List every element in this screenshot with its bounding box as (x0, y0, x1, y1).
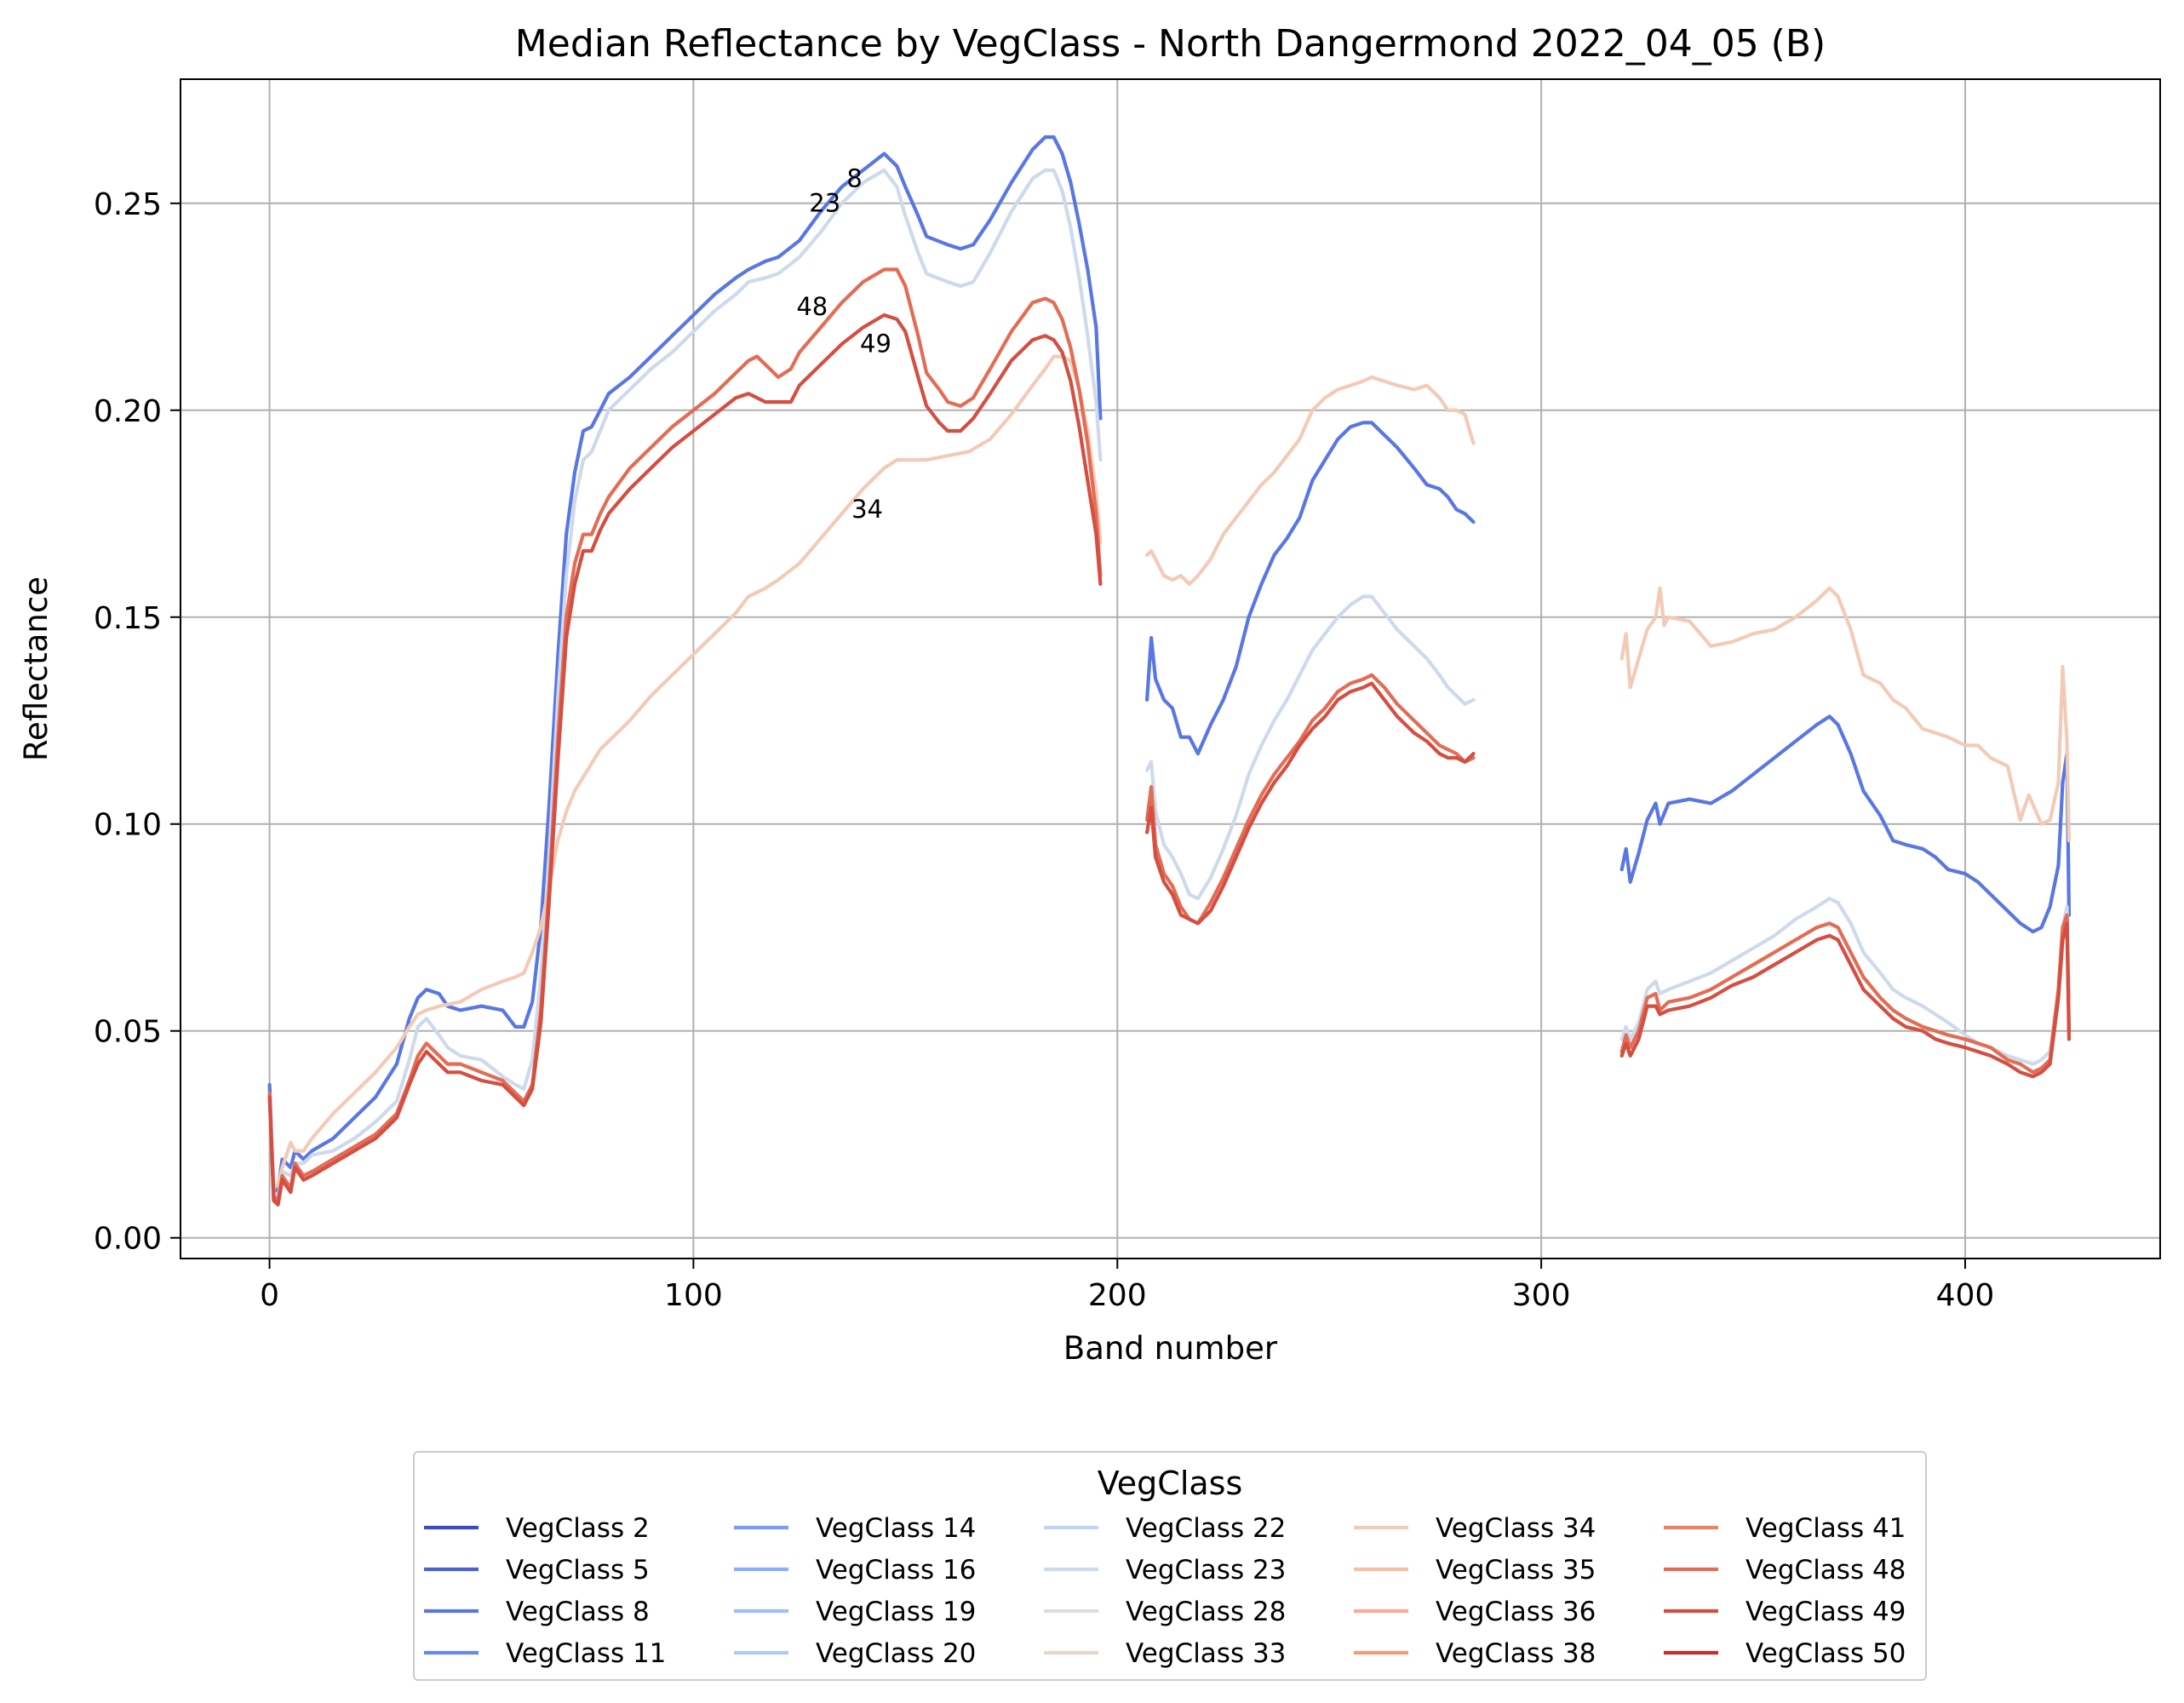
legend-item: VegClass 19 (734, 1597, 976, 1627)
x-tick-label: 0 (260, 1278, 279, 1313)
legend-frame (413, 1451, 1927, 1681)
y-tick-label: 0.05 (94, 1015, 162, 1050)
legend-label: VegClass 11 (506, 1638, 666, 1669)
legend-label: VegClass 19 (816, 1597, 976, 1627)
legend-item: VegClass 33 (1044, 1638, 1286, 1669)
series-line-segment (1145, 421, 1476, 756)
series-vegclass-34 (267, 354, 2072, 1190)
line-annotations: 238 48 49 34 (796, 163, 891, 524)
legend-label: VegClass 28 (1126, 1597, 1286, 1627)
x-axis-title: Band number (1063, 1330, 1278, 1367)
legend-item: VegClass 11 (424, 1638, 666, 1669)
legend-label: VegClass 8 (506, 1597, 650, 1627)
legend-item: VegClass 38 (1354, 1638, 1596, 1669)
legend-label: VegClass 49 (1745, 1597, 1906, 1627)
y-tick-label: 0.15 (94, 601, 162, 636)
series-line-segment (267, 354, 1103, 1190)
legend-item: VegClass 50 (1664, 1638, 1906, 1669)
legend-label: VegClass 36 (1436, 1597, 1596, 1627)
series-line-segment (267, 168, 1103, 1199)
legend-label: VegClass 14 (816, 1513, 976, 1544)
legend-label: VegClass 38 (1436, 1638, 1596, 1669)
grid (181, 79, 2160, 1259)
legend-item: VegClass 14 (734, 1513, 976, 1544)
annotation-label: 34 (851, 495, 883, 524)
legend-item: VegClass 22 (1044, 1513, 1286, 1544)
series-line-segment (267, 313, 1103, 1207)
y-axis-ticks: 0.00 0.05 0.10 0.15 0.20 0.25 (94, 187, 181, 1257)
legend-entries: VegClass 2 VegClass 5 VegClass 8 VegClass 1… (424, 1513, 1906, 1669)
legend-label: VegClass 48 (1745, 1555, 1906, 1585)
legend-label: VegClass 5 (506, 1555, 650, 1585)
legend-label: VegClass 22 (1126, 1513, 1286, 1544)
annotation-label: 48 (796, 292, 828, 321)
legend-item: VegClass 35 (1354, 1555, 1596, 1585)
series-vegclass-49 (267, 313, 2072, 1207)
legend-item: VegClass 41 (1664, 1513, 1906, 1544)
annotation-label: 8 (846, 163, 862, 192)
y-tick-label: 0.10 (94, 808, 162, 843)
series-line-segment (1145, 681, 1476, 926)
legend-item: VegClass 16 (734, 1555, 976, 1585)
legend-title: VegClass (1098, 1465, 1243, 1502)
series-line-segment (1619, 714, 2072, 934)
y-tick-label: 0.25 (94, 187, 162, 222)
legend-item: VegClass 34 (1354, 1513, 1596, 1544)
x-tick-label: 100 (664, 1278, 723, 1313)
legend-item: VegClass 36 (1354, 1597, 1596, 1627)
y-tick-label: 0.00 (94, 1222, 162, 1257)
legend-item: VegClass 5 (424, 1555, 650, 1585)
legend-label: VegClass 33 (1126, 1638, 1286, 1669)
legend-item: VegClass 28 (1044, 1597, 1286, 1627)
series-lines (267, 135, 2072, 1207)
legend-item: VegClass 48 (1664, 1555, 1906, 1585)
y-axis-title: Reflectance (18, 576, 54, 761)
series-line-segment (1145, 375, 1476, 586)
series-line-segment (1145, 594, 1476, 901)
legend-label: VegClass 2 (506, 1513, 650, 1544)
legend-item: VegClass 23 (1044, 1555, 1286, 1585)
chart-title: Median Reflectance by VegClass - North D… (515, 22, 1826, 66)
series-line-segment (267, 135, 1103, 1199)
x-axis-ticks: 0 100 200 300 400 (260, 1259, 1994, 1313)
series-line-segment (1619, 897, 2072, 1066)
x-tick-label: 300 (1512, 1278, 1571, 1313)
annotation-label: 23 (809, 189, 840, 218)
legend-label: VegClass 23 (1126, 1555, 1286, 1585)
legend-item: VegClass 20 (734, 1638, 976, 1669)
legend-item: VegClass 8 (424, 1597, 650, 1627)
x-tick-label: 200 (1088, 1278, 1147, 1313)
x-tick-label: 400 (1936, 1278, 1995, 1313)
legend-item: VegClass 49 (1664, 1597, 1906, 1627)
series-line-segment (1619, 913, 2072, 1075)
series-vegclass-8 (267, 135, 2072, 1199)
plot-area-frame (180, 78, 2161, 1259)
y-tick-label: 0.20 (94, 394, 162, 429)
series-line-segment (1619, 586, 2072, 843)
series-line-segment (1619, 921, 2072, 1079)
series-vegclass-23 (267, 168, 2072, 1199)
series-line-segment (1145, 673, 1476, 926)
legend-label: VegClass 20 (816, 1638, 976, 1669)
legend-label: VegClass 34 (1436, 1513, 1596, 1544)
legend-label: VegClass 50 (1745, 1638, 1906, 1669)
legend-label: VegClass 35 (1436, 1555, 1596, 1585)
annotation-label: 49 (860, 330, 891, 358)
legend-label: VegClass 16 (816, 1555, 976, 1585)
legend-label: VegClass 41 (1745, 1513, 1906, 1544)
legend-item: VegClass 2 (424, 1513, 650, 1544)
